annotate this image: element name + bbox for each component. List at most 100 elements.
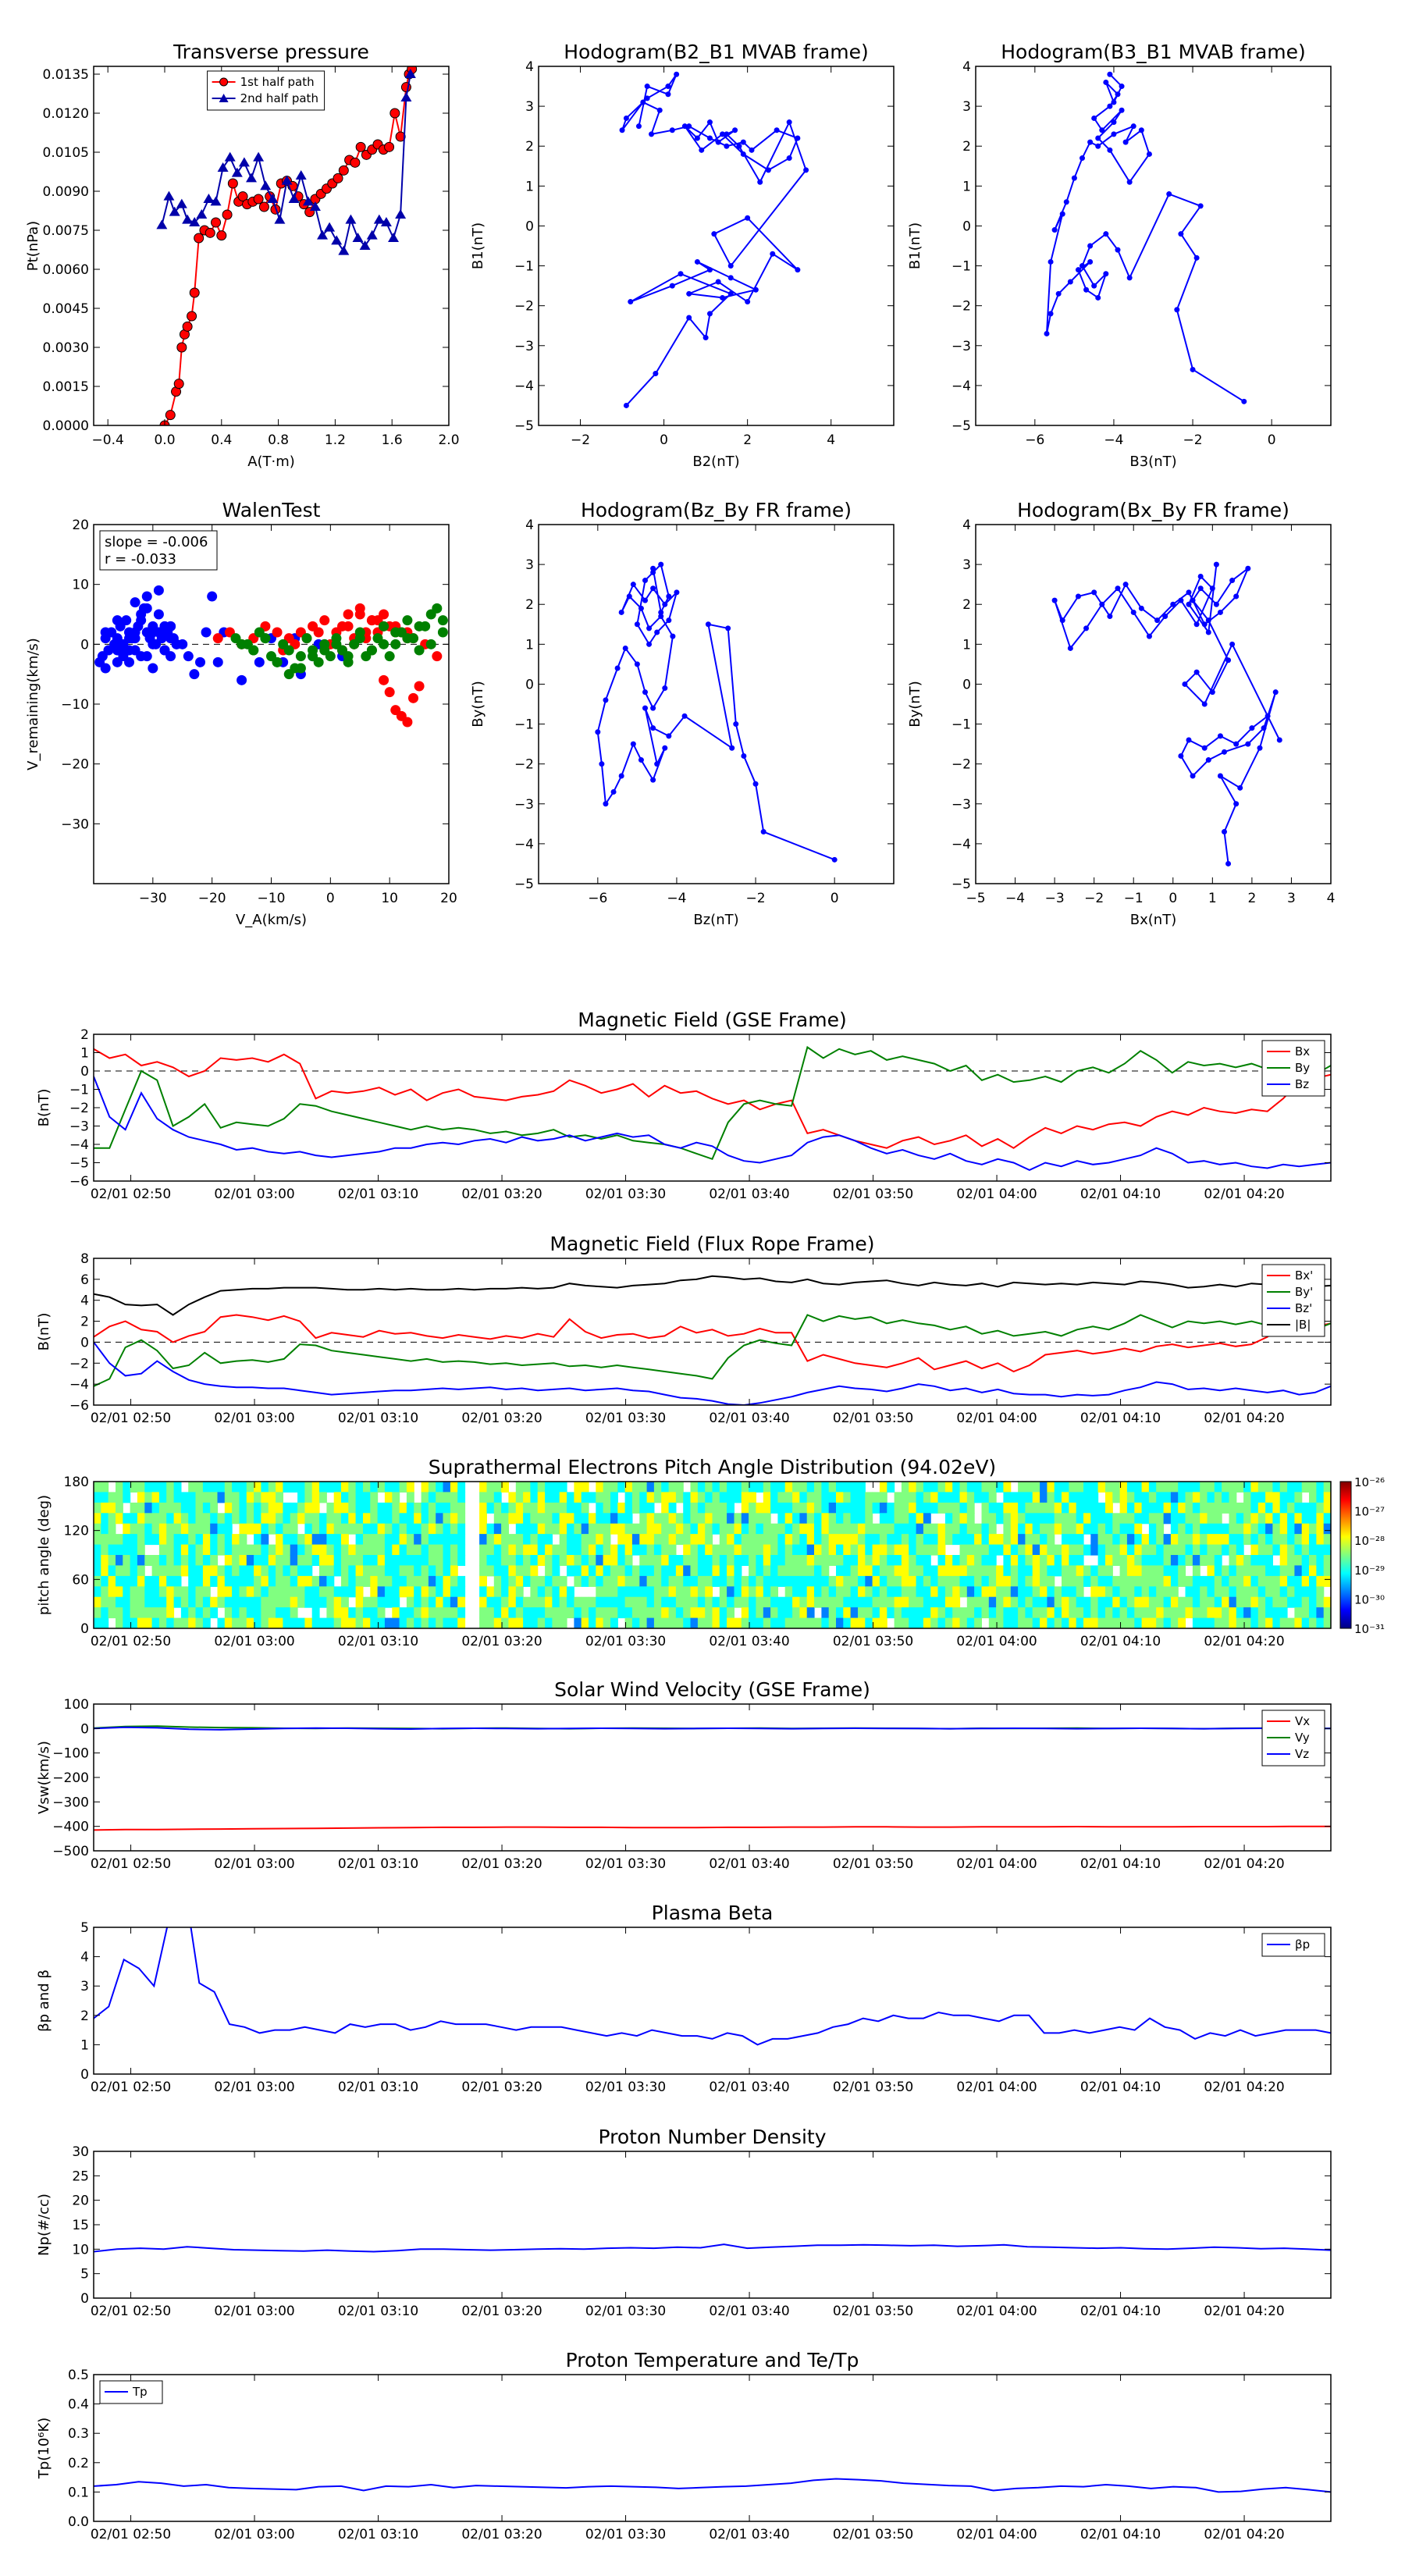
heatmap-cell xyxy=(850,1596,859,1608)
heatmap-cell xyxy=(996,1482,1004,1493)
heatmap-cell xyxy=(879,1607,887,1619)
heatmap-cell xyxy=(392,1482,400,1493)
heatmap-cell xyxy=(123,1586,131,1598)
heatmap-cell xyxy=(988,1523,997,1535)
y-tick-label: −10 xyxy=(61,697,89,713)
heatmap-cell xyxy=(966,1617,975,1628)
heatmap-cell xyxy=(1309,1617,1317,1628)
heatmap-cell xyxy=(1185,1534,1193,1546)
heatmap-cell xyxy=(741,1555,749,1566)
heatmap-cell xyxy=(158,1492,167,1503)
heatmap-cell xyxy=(806,1596,815,1608)
y-tick-label: 4 xyxy=(80,1950,89,1966)
heatmap-cell xyxy=(974,1565,982,1577)
data-point xyxy=(686,315,692,321)
heatmap-cell xyxy=(850,1555,859,1566)
heatmap-cell xyxy=(930,1534,939,1546)
data-point xyxy=(1111,99,1117,105)
heatmap-cell xyxy=(567,1565,574,1577)
y-tick-label: −1 xyxy=(951,259,971,275)
heatmap-cell xyxy=(1076,1492,1084,1503)
heatmap-cell xyxy=(799,1502,808,1514)
x-tick-label: 02/01 04:00 xyxy=(956,1856,1037,1872)
plot-area xyxy=(1044,71,1247,404)
heatmap-cell xyxy=(1003,1513,1012,1525)
heatmap-cell xyxy=(414,1555,422,1566)
heatmap-cell xyxy=(537,1596,546,1608)
heatmap-cell xyxy=(1105,1534,1113,1546)
heatmap-cell xyxy=(661,1492,670,1503)
heatmap-cell xyxy=(697,1565,706,1577)
heatmap-cell xyxy=(624,1617,633,1628)
heatmap-cell xyxy=(894,1617,902,1628)
heatmap-cell xyxy=(1200,1544,1208,1556)
heatmap-cell xyxy=(1294,1513,1303,1525)
data-point xyxy=(706,267,713,273)
y-tick-label: 4 xyxy=(80,1293,89,1309)
chart-title: Solar Wind Velocity (GSE Frame) xyxy=(554,1678,870,1701)
legend-label: Vy xyxy=(1295,1731,1310,1745)
heatmap-cell xyxy=(1105,1502,1113,1514)
heatmap-cell xyxy=(887,1555,895,1566)
heatmap-cell xyxy=(741,1534,749,1546)
heatmap-cell xyxy=(1185,1607,1193,1619)
heatmap-cell xyxy=(916,1523,924,1535)
data-point xyxy=(176,342,187,353)
heatmap-cell xyxy=(370,1617,379,1628)
y-tick-label: −30 xyxy=(61,817,89,832)
heatmap-cell xyxy=(151,1534,160,1546)
heatmap-cell xyxy=(414,1544,422,1556)
y-axis-label: B(nT) xyxy=(36,1089,52,1127)
heatmap-cell xyxy=(1272,1523,1281,1535)
heatmap-cell xyxy=(421,1575,429,1587)
y-tick-label: 1 xyxy=(80,1046,89,1062)
heatmap-cell xyxy=(1279,1617,1288,1628)
heatmap-cell xyxy=(1163,1513,1172,1525)
data-point xyxy=(390,627,401,638)
heatmap-cell xyxy=(1112,1544,1121,1556)
heatmap-cell xyxy=(639,1523,648,1535)
heatmap-cell xyxy=(792,1523,800,1535)
series-line-0 xyxy=(94,1825,1331,1831)
heatmap-cell xyxy=(981,1555,990,1566)
heatmap-cell xyxy=(137,1586,145,1598)
heatmap-cell xyxy=(843,1482,852,1493)
heatmap-cell xyxy=(1287,1502,1295,1514)
y-tick-label: −4 xyxy=(514,837,534,852)
heatmap-cell xyxy=(283,1607,291,1619)
heatmap-cell xyxy=(1309,1544,1317,1556)
heatmap-cell xyxy=(123,1492,131,1503)
y-tick-label: −400 xyxy=(52,1820,89,1835)
heatmap-cell xyxy=(596,1565,604,1577)
heatmap-cell xyxy=(1316,1555,1325,1566)
heatmap-cell xyxy=(436,1575,444,1587)
data-point xyxy=(724,143,730,149)
heatmap-cell xyxy=(1003,1575,1012,1587)
data-point xyxy=(642,597,648,603)
heatmap-cell xyxy=(486,1523,495,1535)
heatmap-cell xyxy=(1141,1492,1150,1503)
heatmap-cell xyxy=(646,1544,655,1556)
heatmap-cell xyxy=(683,1586,692,1598)
heatmap-cell xyxy=(508,1555,517,1566)
heatmap-cell xyxy=(414,1502,422,1514)
heatmap-cell xyxy=(959,1565,968,1577)
y-tick-label: 5 xyxy=(80,1920,89,1936)
data-point xyxy=(644,95,650,101)
data-point xyxy=(1257,745,1263,751)
data-point xyxy=(203,194,215,203)
heatmap-cell xyxy=(188,1586,197,1598)
heatmap-cell xyxy=(865,1544,873,1556)
heatmap-cell xyxy=(116,1502,123,1514)
heatmap-cell xyxy=(799,1596,808,1608)
data-point xyxy=(634,661,640,667)
heatmap-cell xyxy=(734,1544,742,1556)
heatmap-cell xyxy=(501,1586,509,1598)
heatmap-cell xyxy=(697,1502,706,1514)
heatmap-cell xyxy=(1163,1596,1172,1608)
heatmap-cell xyxy=(581,1492,589,1503)
data-point xyxy=(1233,801,1240,807)
heatmap-cell xyxy=(988,1544,997,1556)
heatmap-cell xyxy=(937,1555,946,1566)
heatmap-cell xyxy=(552,1565,560,1577)
